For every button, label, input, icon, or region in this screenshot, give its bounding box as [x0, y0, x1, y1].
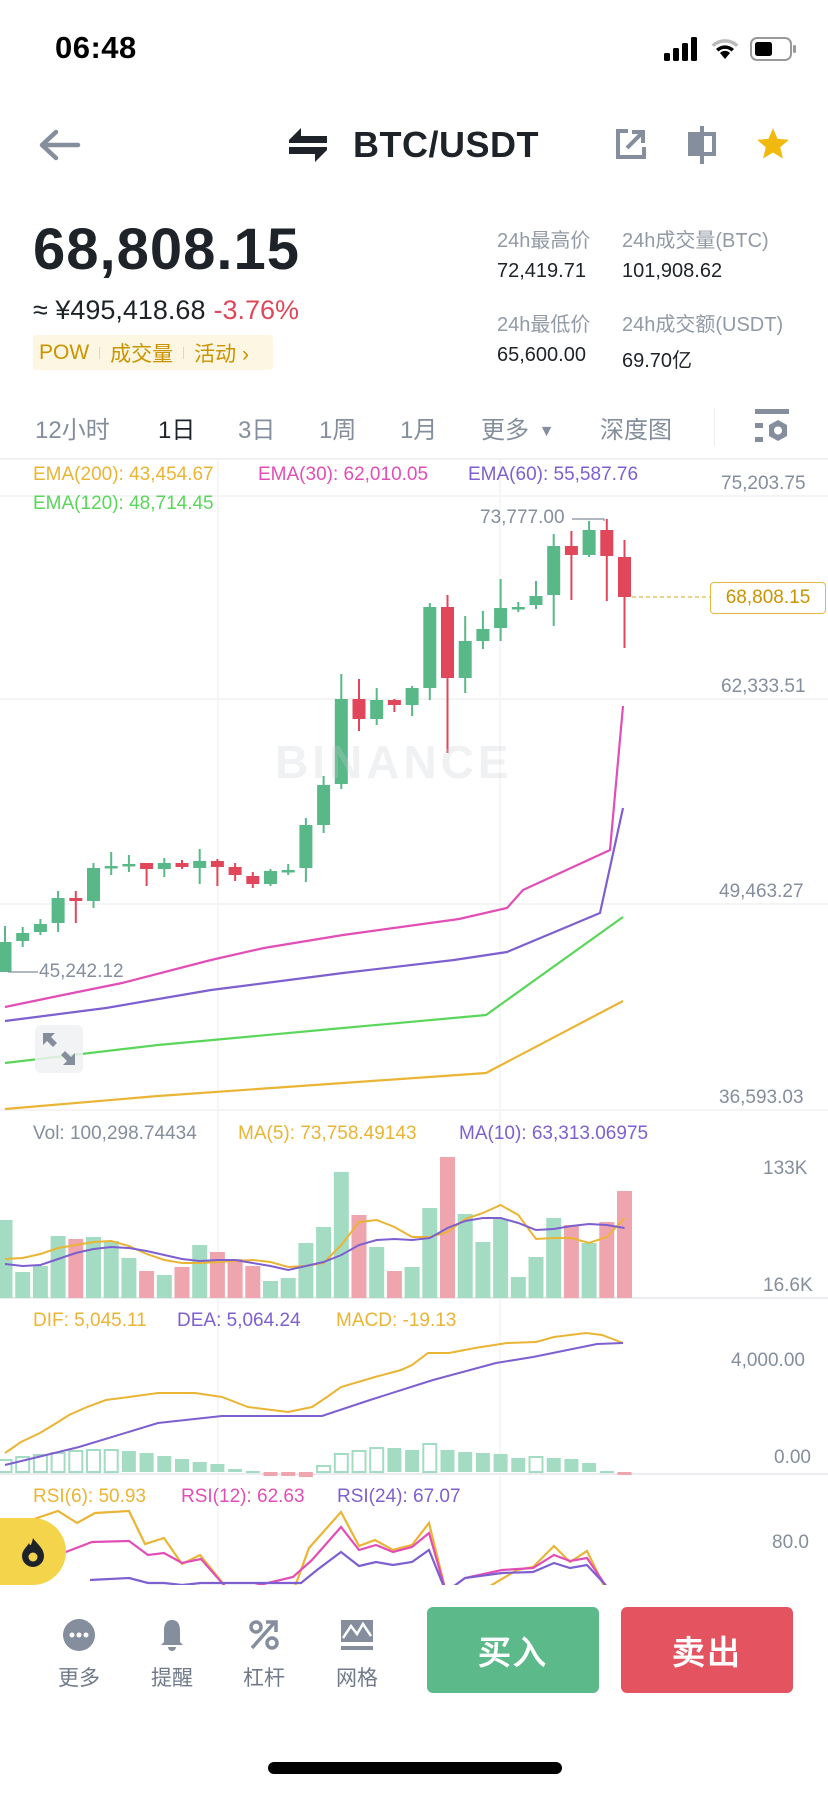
stat-turnover-label: 24h成交额(USDT): [622, 314, 784, 336]
tab-3d[interactable]: 3日: [238, 417, 276, 444]
vol-ma10-label: MA(10): 63,313.06975: [459, 1123, 649, 1144]
stat-high-label: 24h最高价: [497, 230, 591, 252]
dif-label: DIF: 5,045.11: [33, 1310, 147, 1331]
wifi-icon: [711, 39, 739, 59]
fiat-price: ≈ ¥495,418.68: [33, 295, 206, 325]
toolbar-grid[interactable]: 网格: [322, 1618, 392, 1692]
leverage-percent-icon: [249, 1620, 279, 1650]
home-indicator: [268, 1762, 562, 1774]
battery-icon: [750, 37, 796, 61]
grid-trading-icon: [341, 1620, 373, 1650]
bell-icon: [161, 1620, 183, 1651]
sell-button[interactable]: 卖出: [621, 1607, 793, 1693]
status-icons: [664, 36, 796, 62]
arrow-left-icon[interactable]: [38, 128, 82, 162]
stat-low-label: 24h最低价: [497, 314, 591, 336]
last-price-tag: 68,808.15: [710, 582, 826, 614]
tabs-border: [0, 458, 828, 460]
vol-tick-max: 133K: [763, 1158, 808, 1179]
tag-pow[interactable]: POW: [39, 340, 90, 364]
more-dots-icon: [63, 1619, 95, 1651]
tab-depth[interactable]: 深度图: [600, 417, 672, 444]
vol-ma5-label: MA(5): 73,758.49143: [238, 1123, 417, 1144]
ema120-label: EMA(120): 48,714.45: [33, 493, 214, 514]
toolbar-alert-label: 提醒: [151, 1667, 193, 1690]
rsi24-label: RSI(24): 67.07: [337, 1486, 461, 1507]
low-marker: 45,242.12: [39, 961, 124, 982]
tag-volume[interactable]: 成交量: [110, 342, 174, 366]
toolbar-more[interactable]: 更多: [44, 1618, 114, 1692]
rsi6-label: RSI(6): 50.93: [33, 1486, 146, 1507]
macd-tick-max: 4,000.00: [731, 1350, 805, 1371]
ema200-label: EMA(200): 43,454.67: [33, 464, 214, 485]
chart-settings-icon[interactable]: [754, 408, 790, 446]
candlestick-icon[interactable]: [686, 126, 718, 164]
tag-activity[interactable]: 活动 ›: [194, 342, 249, 366]
swap-arrows-icon[interactable]: [287, 126, 329, 164]
toolbar-grid-label: 网格: [336, 1667, 378, 1690]
share-icon[interactable]: [615, 128, 647, 160]
status-time: 06:48: [55, 30, 137, 65]
tab-more-label: 更多: [481, 417, 529, 444]
binance-watermark: BINANCE: [275, 736, 513, 788]
dea-label: DEA: 5,064.24: [177, 1310, 301, 1331]
ema60-label: EMA(60): 55,587.76: [468, 464, 639, 485]
high-marker: 73,777.00: [480, 507, 565, 528]
macd-label: MACD: -19.13: [336, 1310, 457, 1331]
pair-title[interactable]: BTC/USDT: [353, 124, 539, 165]
vol-tick-min: 16.6K: [763, 1275, 813, 1296]
tab-1d[interactable]: 1日: [158, 417, 196, 444]
signal-icon: [664, 37, 697, 61]
tag-divider: [183, 346, 185, 359]
last-price: 68,808.15: [33, 217, 301, 282]
price-tick-1: 75,203.75: [721, 473, 806, 494]
tab-1m[interactable]: 1月: [400, 417, 438, 444]
toolbar-leverage[interactable]: 杠杆: [229, 1618, 299, 1692]
toolbar-leverage-label: 杠杆: [243, 1667, 285, 1690]
ema30-label: EMA(30): 62,010.05: [258, 464, 429, 485]
star-icon[interactable]: [755, 126, 791, 162]
rsi12-label: RSI(12): 62.63: [181, 1486, 305, 1507]
stat-turnover-value: 69.70亿: [622, 350, 693, 372]
tag-divider: [99, 346, 101, 359]
buy-button[interactable]: 买入: [427, 1607, 599, 1693]
rsi-tick-80: 80.0: [772, 1532, 809, 1553]
stat-volume-label: 24h成交量(BTC): [622, 230, 769, 252]
floating-flame-button[interactable]: [0, 1518, 66, 1585]
toolbar-more-label: 更多: [58, 1667, 100, 1690]
flame-icon: [22, 1537, 44, 1567]
change-percent: -3.76%: [213, 295, 300, 325]
tab-more[interactable]: 更多 ▼: [481, 410, 555, 445]
price-tick-4: 36,593.03: [719, 1087, 804, 1108]
price-sub: ≈ ¥495,418.68 -3.76%: [33, 295, 299, 326]
stat-high-value: 72,419.71: [497, 260, 586, 282]
expand-arrows-icon: [43, 1033, 75, 1065]
price-tick-3: 49,463.27: [719, 881, 804, 902]
tag-bar[interactable]: POW 成交量 活动 ›: [33, 335, 273, 370]
macd-tick-zero: 0.00: [774, 1447, 811, 1468]
tab-divider: [714, 408, 715, 446]
stat-low-value: 65,600.00: [497, 344, 586, 366]
stat-volume-value: 101,908.62: [622, 260, 723, 282]
caret-down-icon: ▼: [538, 423, 555, 440]
tab-1w[interactable]: 1周: [319, 417, 357, 444]
fullscreen-button[interactable]: [35, 1025, 83, 1073]
vol-label: Vol: 100,298.74434: [33, 1123, 197, 1144]
tab-12h[interactable]: 12小时: [35, 417, 110, 444]
toolbar-alert[interactable]: 提醒: [137, 1618, 207, 1692]
price-tick-2: 62,333.51: [721, 676, 806, 697]
